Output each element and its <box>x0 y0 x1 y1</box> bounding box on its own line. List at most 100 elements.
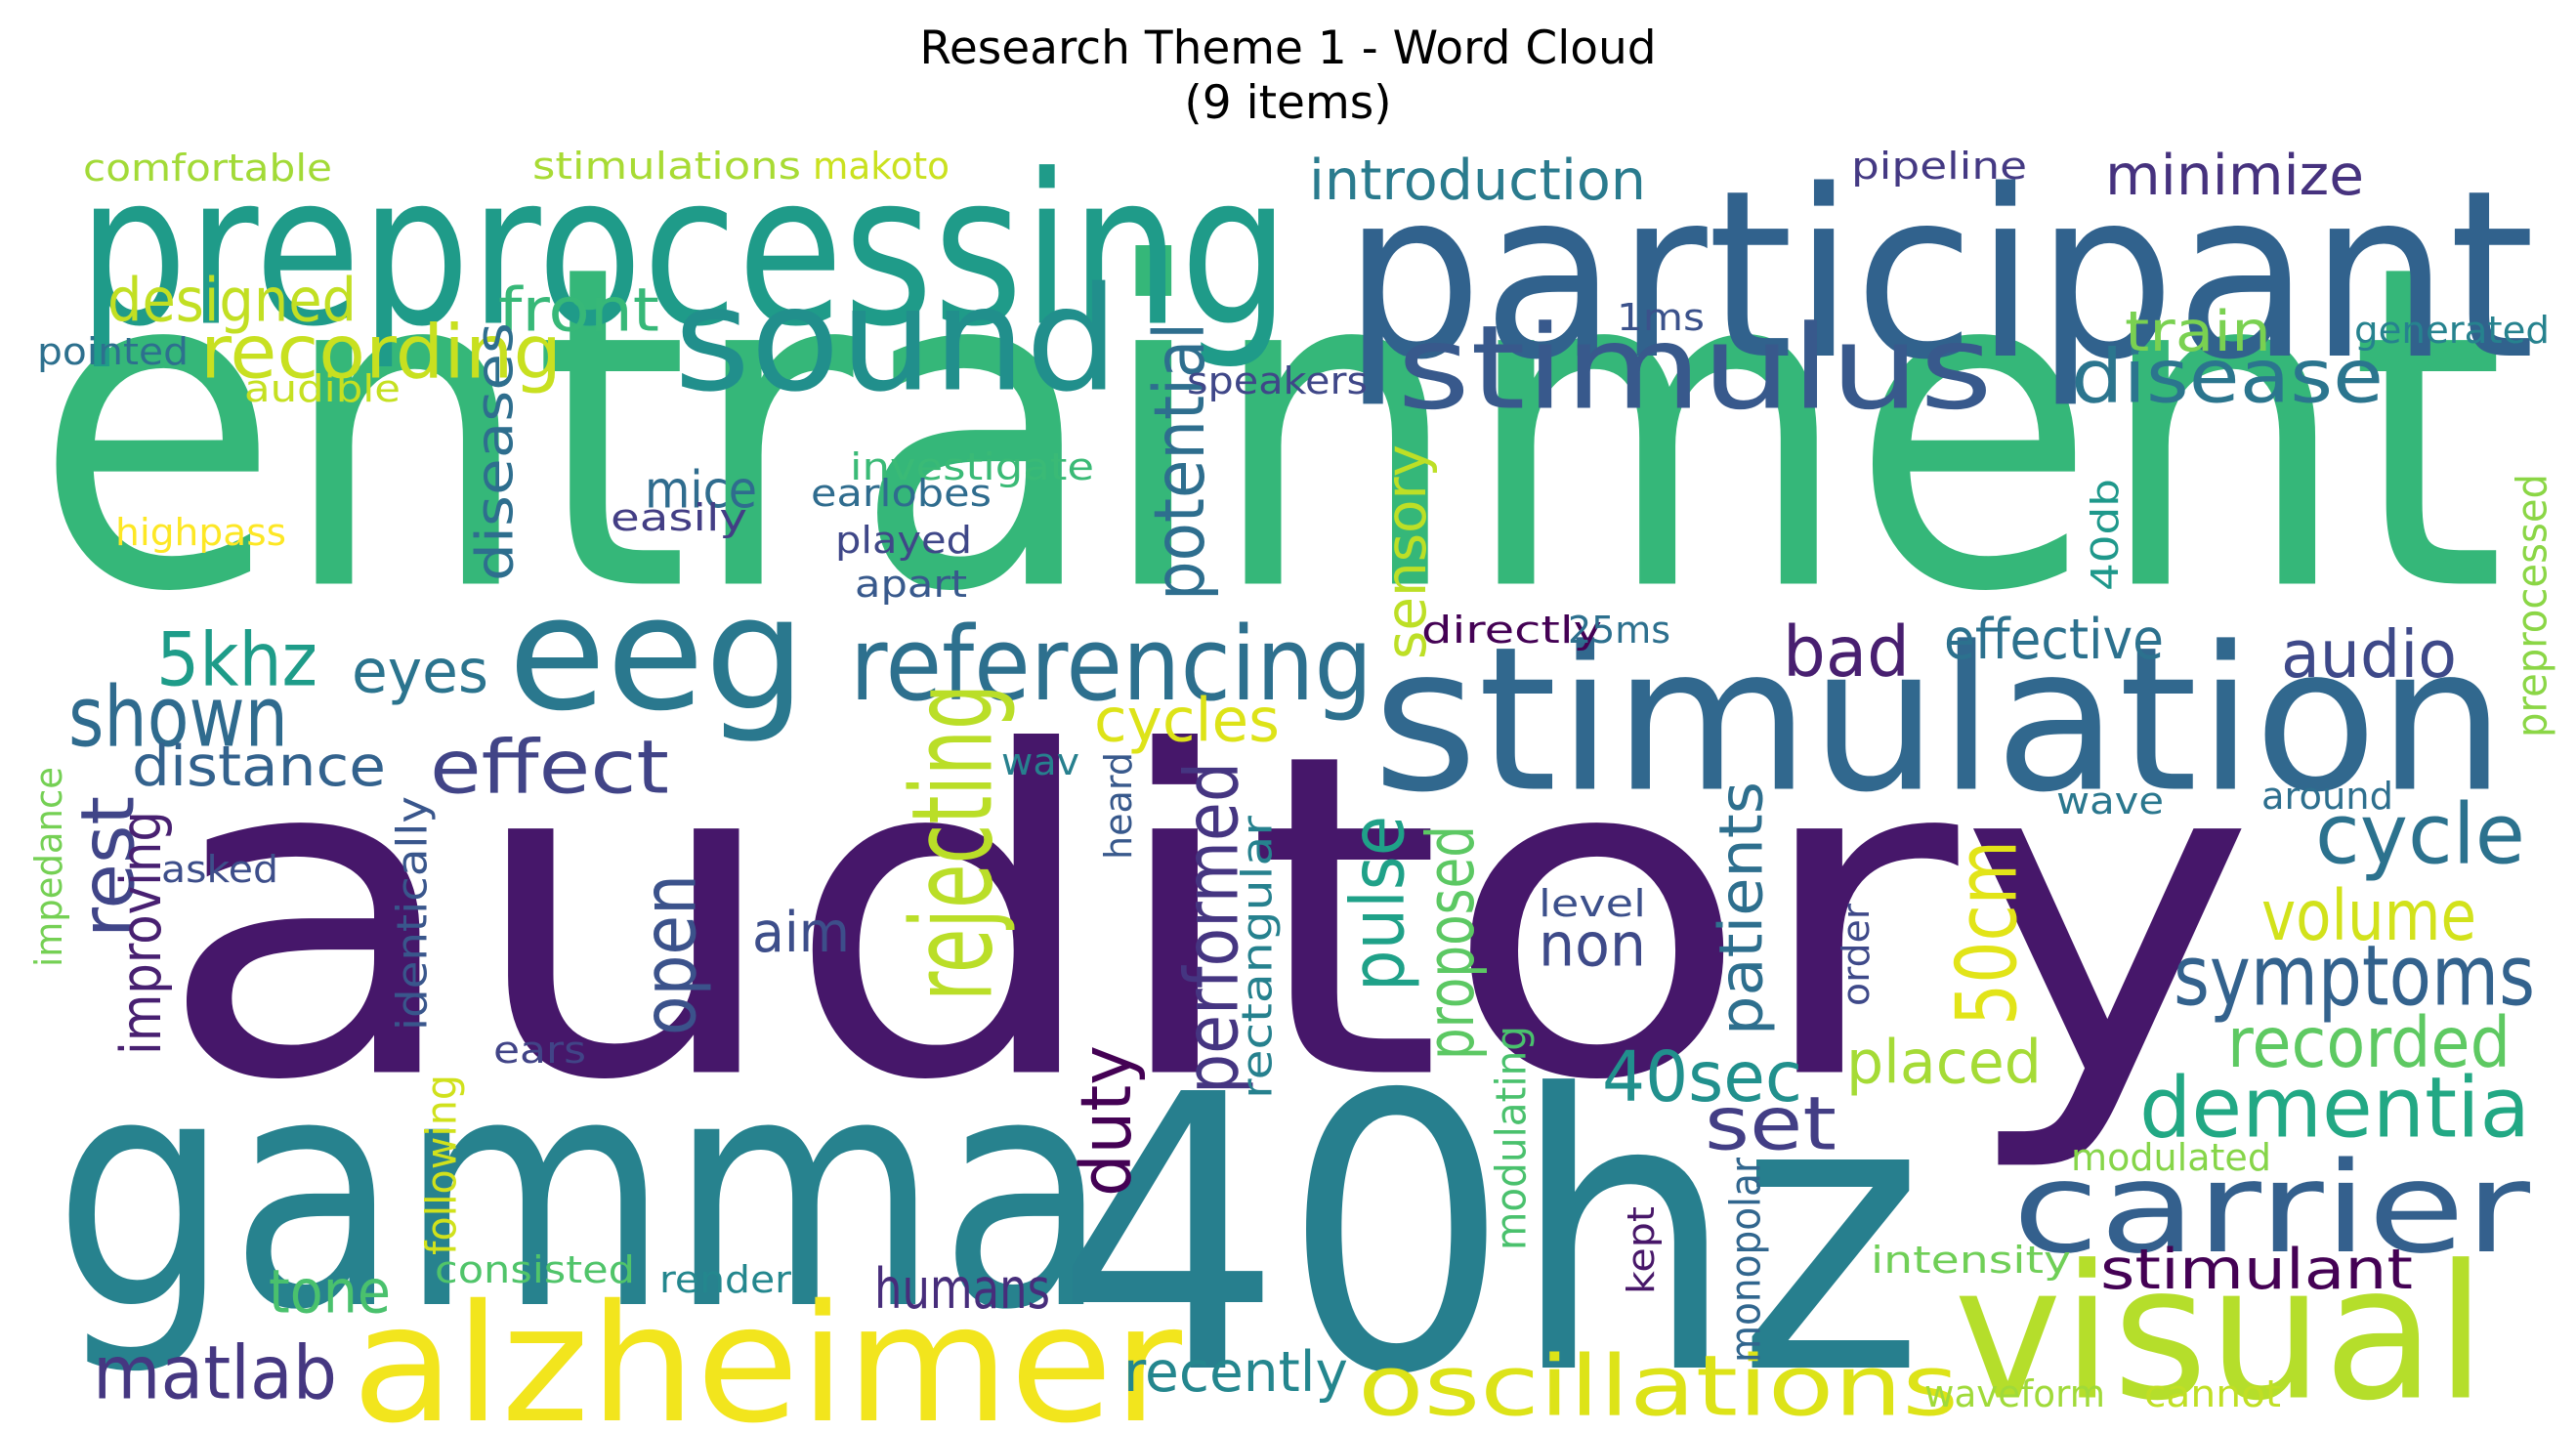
word-symptoms: symptoms <box>2174 929 2535 1026</box>
word-patients: patients <box>1707 781 1777 1035</box>
word-non: non <box>1539 910 1646 981</box>
word-rejecting: rejecting <box>888 684 1018 1001</box>
word-set: set <box>1705 1080 1837 1167</box>
word-sound: sound <box>674 256 1119 424</box>
word-monopolar: monopolar <box>1722 1158 1771 1363</box>
figure-title: Research Theme 1 - Word Cloud (9 items) <box>0 21 2576 131</box>
word-recorded: recorded <box>2227 1002 2511 1083</box>
word-distance: distance <box>132 735 386 799</box>
word-intensity: intensity <box>1871 1239 2071 1282</box>
word-dementia: dementia <box>2139 1061 2530 1158</box>
word-identically: identically <box>389 796 438 1031</box>
word-wav: wav <box>1001 740 1079 783</box>
word-open: open <box>626 874 713 1035</box>
word-audible: audible <box>244 367 401 410</box>
word-easily: easily <box>611 496 747 539</box>
word-participant: participant <box>1343 142 2535 411</box>
word-heard: heard <box>1097 752 1140 860</box>
word-rectangular: rectangular <box>1234 816 1283 1099</box>
word-effect: effect <box>430 724 669 811</box>
word-humans: humans <box>874 1257 1050 1322</box>
word-around: around <box>2261 775 2393 818</box>
word-preprocessed: preprocessed <box>2509 474 2557 738</box>
word-pulse: pulse <box>1334 816 1421 991</box>
word-comfortable: comfortable <box>83 147 332 190</box>
word-eyes: eyes <box>352 637 488 707</box>
word-played: played <box>835 519 972 562</box>
word-stimulations: stimulations <box>532 145 801 188</box>
word-duty: duty <box>1066 1045 1147 1197</box>
word-carrier: carrier <box>2012 1136 2530 1282</box>
word-shown: shown <box>68 670 288 767</box>
word-50cm: 50cm <box>1940 840 2037 1026</box>
word-rest: rest <box>64 796 151 938</box>
word-40hz: 40hz <box>1055 1014 1924 1433</box>
word-entrainment: entrainment <box>34 171 2506 690</box>
word-40db: 40db <box>2084 479 2127 591</box>
word-introduction: introduction <box>1309 148 1646 213</box>
word-waveform: waveform <box>1924 1372 2105 1415</box>
word-volume: volume <box>2261 875 2476 956</box>
word-mice: mice <box>645 462 757 521</box>
word-tone: tone <box>269 1257 391 1328</box>
word-audio: audio <box>2281 616 2457 693</box>
word-oscillations: oscillations <box>1358 1339 1959 1433</box>
word-preprocessing: preprocessing <box>78 131 1289 373</box>
word-directly: directly <box>1421 609 1602 652</box>
word-pipeline: pipeline <box>1851 145 2027 188</box>
word-generated: generated <box>2354 309 2550 352</box>
word-diseases: diseases <box>467 322 526 581</box>
word-aim: aim <box>752 901 850 965</box>
word-bad: bad <box>1783 611 1910 693</box>
word-train: train <box>2125 300 2271 364</box>
word-impedance: impedance <box>27 767 70 967</box>
word-modulated: modulated <box>2071 1136 2271 1179</box>
word-cycles: cycles <box>1094 686 1280 756</box>
word-referencing: referencing <box>850 605 1372 724</box>
word-earlobes: earlobes <box>811 472 992 515</box>
word-stimulus: stimulus <box>1397 302 1993 437</box>
word-matlab: matlab <box>93 1329 337 1416</box>
word-gamma: gamma <box>54 1008 1109 1380</box>
word-investigate: investigate <box>850 445 1094 488</box>
word-minimize: minimize <box>2105 144 2364 208</box>
word-eeg: eeg <box>508 563 806 746</box>
word-40sec: 40sec <box>1602 1036 1802 1117</box>
word-designed: designed <box>107 266 357 336</box>
word-speakers: speakers <box>1187 359 1368 402</box>
word-kept: kept <box>1620 1206 1663 1294</box>
word-cycle: cycle <box>2315 787 2525 884</box>
word-stimulant: stimulant <box>2100 1238 2413 1302</box>
word-visual: visual <box>1954 1226 2486 1433</box>
title-line-1: Research Theme 1 - Word Cloud <box>919 21 1657 75</box>
word-1ms: 1ms <box>1617 296 1705 339</box>
word-apart: apart <box>855 563 967 606</box>
word-ears: ears <box>493 1029 586 1072</box>
word-makoto: makoto <box>813 145 950 188</box>
word-25ms: 25ms <box>1568 609 1670 652</box>
word-following: following <box>418 1075 467 1255</box>
word-sensory: sensory <box>1374 444 1439 659</box>
word-render: render <box>659 1258 791 1301</box>
word-disease: disease <box>2071 333 2384 420</box>
word-effective: effective <box>1944 608 2164 672</box>
title-line-2: (9 items) <box>1184 76 1392 130</box>
word-alzheimer: alzheimer <box>352 1271 1183 1433</box>
word-asked: asked <box>161 848 278 891</box>
word-pointed: pointed <box>37 330 189 373</box>
word-cannot: cannot <box>2144 1372 2281 1415</box>
word-highpass: highpass <box>115 511 286 554</box>
word-recently: recently <box>1123 1340 1348 1405</box>
word-level: level <box>1539 882 1646 925</box>
word-consisted: consisted <box>435 1248 635 1291</box>
word-5khz: 5khz <box>156 616 317 703</box>
word-performed: performed <box>1168 762 1255 1094</box>
word-stimulation: stimulation <box>1372 605 2506 837</box>
word-recording: recording <box>200 309 562 396</box>
word-modulating: modulating <box>1488 1026 1537 1250</box>
word-improving: improving <box>109 811 174 1055</box>
word-potential: potential <box>1139 322 1220 601</box>
word-wave: wave <box>2056 780 2164 822</box>
word-proposed: proposed <box>1413 825 1489 1060</box>
